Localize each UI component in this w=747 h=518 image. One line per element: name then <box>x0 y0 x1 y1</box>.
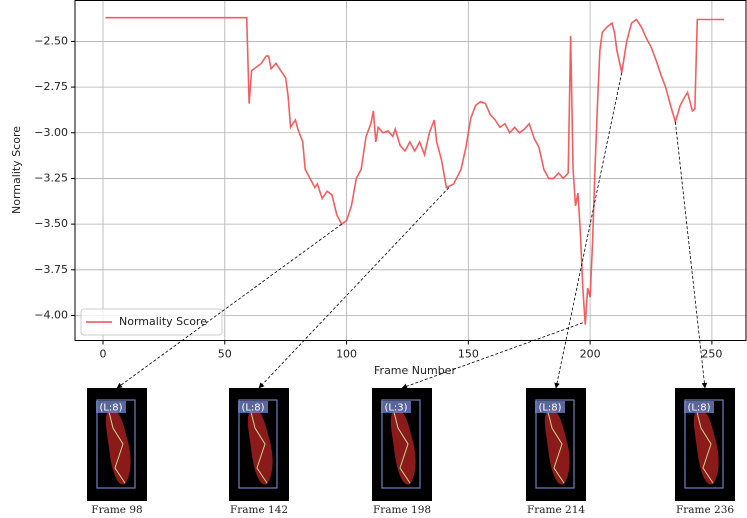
y-tick-label: −3.50 <box>34 217 68 230</box>
y-tick-label: −3.25 <box>34 171 68 184</box>
annotations: (L:8) Frame 98 (L:8) Frame 142 (L:3) Frame 19… <box>87 72 735 516</box>
thumbnail-box <box>535 399 575 489</box>
thumbnail-tag-bg <box>684 401 714 413</box>
x-tick-label: 150 <box>458 348 479 361</box>
grid: 0 50 100 150 200 250 −2.50 −2.75 −3.00 −3.25 −3.50… <box>34 0 746 361</box>
line-series <box>105 16 725 325</box>
thumbnail-tag-bg <box>535 401 565 413</box>
thumbnail-figure <box>693 409 719 485</box>
thumbnail-skeleton <box>108 411 126 484</box>
thumbnail-skeleton <box>696 411 714 484</box>
thumbnail-tag: (L:8) <box>241 403 264 414</box>
y-tick-label: −4.00 <box>34 308 68 321</box>
y-tick-label: −2.50 <box>34 34 68 47</box>
x-tick-label: 200 <box>580 348 601 361</box>
annotation-label: Frame 142 <box>230 504 288 516</box>
annotation-label: Frame 236 <box>676 504 734 516</box>
thumbnail-tag-bg <box>96 401 126 413</box>
thumbnail-box <box>238 399 278 489</box>
x-axis-label: Frame Number <box>374 364 456 377</box>
x-tick-label: 250 <box>701 348 722 361</box>
thumbnail-skeleton <box>393 411 411 484</box>
thumbnail-figure <box>544 409 570 485</box>
annotation-arrow <box>554 72 623 389</box>
thumbnail-tag: (L:3) <box>384 403 407 414</box>
thumbnail-tag: (L:8) <box>687 403 710 414</box>
thumbnail-figure <box>247 409 273 485</box>
y-tick-label: −2.75 <box>34 80 68 93</box>
x-tick-label: 50 <box>218 348 232 361</box>
thumbnail-figure <box>105 409 131 485</box>
annotation-arrow <box>674 121 708 389</box>
thumbnail-tag: (L:8) <box>99 403 122 414</box>
annotation-arrow <box>401 322 583 389</box>
legend-box <box>80 308 223 336</box>
y-tick-label: −3.75 <box>34 263 68 276</box>
thumbnail-tag-bg <box>238 401 268 413</box>
x-tick-label: 0 <box>100 348 107 361</box>
axes-frame <box>74 0 747 341</box>
thumbnail-figure <box>390 409 416 485</box>
plot <box>105 16 725 325</box>
thumbnail-tag-bg <box>381 401 411 413</box>
thumbnail-skeleton <box>250 411 268 484</box>
annotation-label: Frame 198 <box>373 504 431 516</box>
annotation-arrow <box>116 223 342 389</box>
x-tick-label: 100 <box>336 348 357 361</box>
thumbnail-tag: (L:8) <box>538 403 561 414</box>
annotation-label: Frame 214 <box>527 504 585 516</box>
thumbnail-box <box>684 399 724 489</box>
annotation-label: Frame 98 <box>91 504 142 516</box>
thumbnail-box <box>96 399 136 489</box>
y-tick-label: −3.00 <box>34 126 68 139</box>
annotation-arrow <box>258 187 450 389</box>
legend: Normality Score <box>80 308 223 336</box>
thumbnail-skeleton <box>547 411 565 484</box>
legend-label: Normality Score <box>119 315 207 328</box>
y-axis-label: Normality Score <box>10 126 23 214</box>
thumbnail-box <box>381 399 421 489</box>
